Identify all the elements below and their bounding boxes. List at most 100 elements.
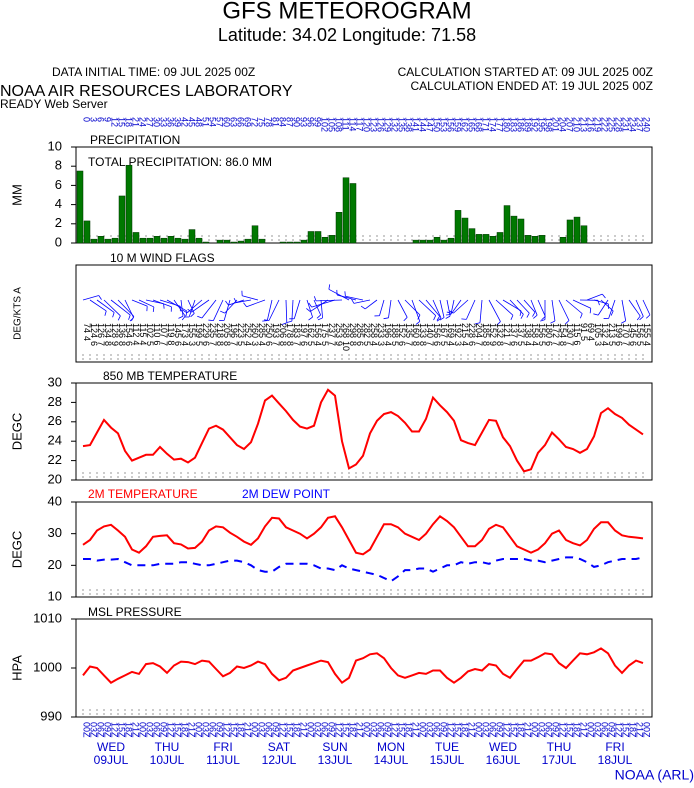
wind-direction: 156 bbox=[635, 323, 645, 338]
wind-label: 1707 bbox=[621, 323, 631, 346]
wind-speed: 7 bbox=[404, 341, 414, 346]
wind-shaft bbox=[432, 299, 442, 319]
hour-label: 18Z bbox=[628, 722, 638, 738]
hour-label: 03Z bbox=[481, 722, 491, 738]
wind-flag bbox=[306, 299, 329, 312]
wind-flag bbox=[313, 296, 343, 302]
wind-flag bbox=[187, 299, 210, 313]
wind-speed: 6 bbox=[299, 341, 309, 346]
wind-direction: 132 bbox=[600, 323, 610, 338]
wind-label: 260 3 bbox=[250, 323, 260, 346]
wind-shaft bbox=[621, 299, 627, 321]
wind-shaft bbox=[600, 299, 614, 312]
forecast-hour-label: 75 bbox=[257, 117, 267, 127]
hour-label: 15Z bbox=[173, 722, 183, 738]
wind-flag bbox=[286, 299, 294, 323]
wind-label: 115 4 bbox=[138, 323, 148, 345]
wind-flag bbox=[336, 289, 357, 301]
wind-direction: 258 bbox=[369, 323, 379, 338]
wind-barb bbox=[540, 319, 546, 322]
wind-direction: 145 bbox=[173, 323, 183, 338]
hour-label: 09Z bbox=[551, 722, 561, 738]
forecast-hour-label: 6 bbox=[96, 117, 106, 122]
precip-bar bbox=[76, 170, 84, 244]
wind-shaft bbox=[586, 293, 603, 301]
wind-direction: 199 bbox=[194, 323, 204, 338]
forecast-hour-label: 78 bbox=[264, 117, 274, 127]
wind-speed: 5 bbox=[362, 341, 372, 346]
wind-label: 1584 bbox=[530, 323, 540, 346]
hour-label: 15Z bbox=[453, 722, 463, 738]
wind-direction: 155 bbox=[187, 323, 197, 338]
wind-barb bbox=[243, 302, 247, 307]
wind-speed: 7 bbox=[292, 341, 302, 346]
wind-speed: 3 bbox=[250, 341, 260, 346]
wind-shaft bbox=[336, 294, 357, 301]
y-axis-label: HPA bbox=[9, 655, 24, 681]
wind-label: 121 7 bbox=[502, 323, 512, 346]
wind-direction: 152 bbox=[488, 323, 498, 338]
day-label: FRI bbox=[605, 740, 624, 754]
wind-speed: 5 bbox=[320, 341, 330, 346]
wind-direction: 215 bbox=[460, 323, 470, 338]
wind-barb bbox=[308, 316, 313, 321]
hour-label: 15Z bbox=[397, 722, 407, 738]
forecast-hour-label: 213 bbox=[579, 117, 589, 132]
wind-barb bbox=[589, 308, 592, 314]
hour-label: 06Z bbox=[96, 722, 106, 738]
wind-label: 69 4 bbox=[586, 323, 596, 341]
wind-speed: 8 bbox=[278, 341, 288, 346]
hour-label: 21Z bbox=[523, 722, 533, 738]
precip-bar bbox=[335, 212, 343, 244]
forecast-hour-label: 171 bbox=[481, 117, 491, 132]
wind-direction: 178 bbox=[285, 323, 295, 338]
forecast-hour-label: 27 bbox=[145, 117, 155, 127]
hour-label: 09Z bbox=[383, 722, 393, 738]
date-label: 17JUL bbox=[542, 753, 577, 767]
wind-flag bbox=[537, 299, 546, 321]
hour-label: 12Z bbox=[278, 722, 288, 738]
forecast-hour-label: 225 bbox=[607, 117, 617, 132]
wind-shaft bbox=[316, 299, 343, 302]
wind-flag bbox=[642, 299, 651, 319]
wind-direction: 172 bbox=[551, 323, 561, 338]
wind-label: 133 8 bbox=[418, 323, 428, 346]
wind-label: 237 7 bbox=[327, 323, 337, 346]
forecast-hour-label: 111 bbox=[341, 117, 351, 131]
wind-direction: 282 bbox=[362, 323, 372, 338]
precip-bar bbox=[244, 238, 252, 244]
precip-bar bbox=[83, 220, 91, 244]
forecast-hour-label: 9 bbox=[103, 117, 113, 122]
wind-direction: 145 bbox=[628, 323, 638, 338]
wind-speed: 8 bbox=[495, 341, 505, 346]
hour-label: 15Z bbox=[285, 722, 295, 738]
hour-label: 00Z bbox=[250, 722, 260, 738]
wind-shaft bbox=[404, 299, 421, 316]
wind-flag bbox=[360, 299, 378, 310]
forecast-hour-label: 36 bbox=[166, 117, 176, 127]
wind-label: 1976 bbox=[299, 323, 309, 346]
wind-direction: 162 bbox=[306, 323, 316, 338]
wind-barb bbox=[533, 314, 538, 319]
wind-label: 1564 bbox=[313, 323, 323, 346]
wind-direction: 132 bbox=[495, 323, 505, 338]
wind-flag bbox=[404, 299, 421, 320]
wind-flag bbox=[397, 299, 408, 322]
wind-speed: 6 bbox=[628, 341, 638, 346]
wind-speed: 4 bbox=[446, 341, 456, 346]
day-label: FRI bbox=[213, 740, 232, 754]
hour-label: 21Z bbox=[579, 722, 589, 738]
hour-label: 00Z bbox=[306, 722, 316, 738]
precip-bar bbox=[440, 239, 448, 244]
forecast-hour-label: 48 bbox=[194, 117, 204, 127]
forecast-hour-label: 198 bbox=[544, 117, 554, 132]
wind-shaft bbox=[565, 299, 583, 314]
wind-barb bbox=[281, 322, 287, 325]
wind-flag bbox=[572, 299, 592, 314]
wind-shaft bbox=[291, 299, 294, 322]
wind-label: 1694 bbox=[446, 323, 456, 346]
wind-barb bbox=[565, 320, 570, 325]
wind-speed: 6 bbox=[614, 341, 624, 346]
forecast-hour-label: 99 bbox=[313, 117, 323, 127]
wind-direction: 160 bbox=[411, 323, 421, 338]
